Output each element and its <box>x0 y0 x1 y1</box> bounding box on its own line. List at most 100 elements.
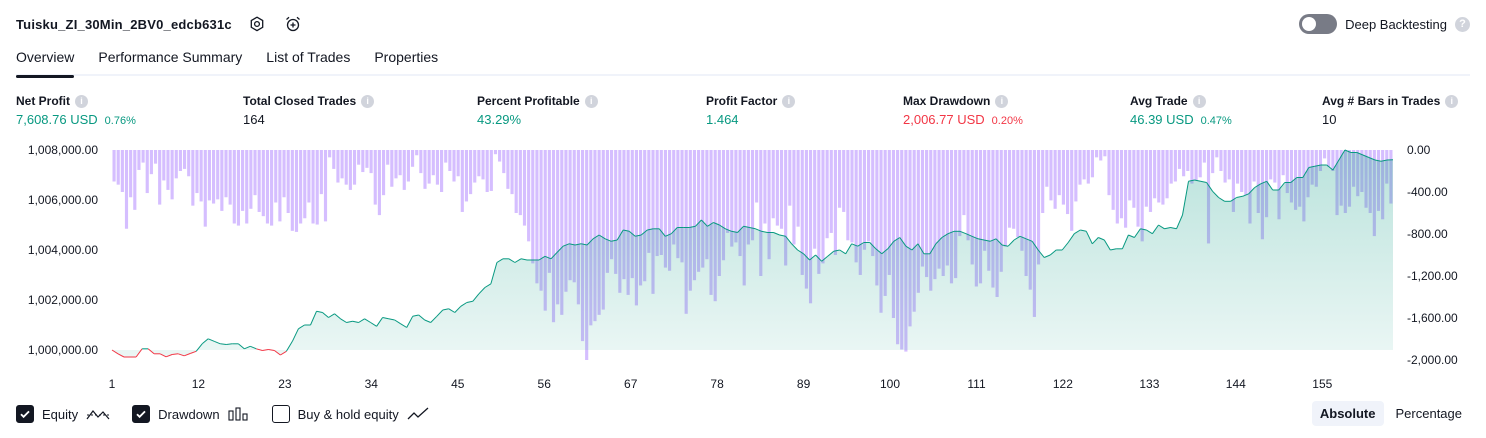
drawdown-bar <box>697 150 701 272</box>
equity-segment <box>893 237 901 242</box>
drawdown-bar <box>1144 150 1148 207</box>
drawdown-bar <box>883 150 887 296</box>
drawdown-bar <box>166 150 170 190</box>
tab-bar: Overview Performance Summary List of Tra… <box>16 46 1470 78</box>
equity-segment <box>977 238 985 241</box>
info-icon[interactable]: i <box>1192 94 1206 108</box>
drawdown-bar <box>514 150 518 213</box>
equity-segment <box>737 225 744 233</box>
drawdown-bar <box>543 150 547 311</box>
drawdown-bar <box>891 150 896 318</box>
tab-list-of-trades[interactable]: List of Trades <box>266 49 351 65</box>
drawdown-bar <box>332 150 336 169</box>
info-icon[interactable]: i <box>782 94 796 108</box>
drawdown-bar <box>775 150 779 226</box>
alarm-clock-add-icon[interactable] <box>282 13 304 35</box>
drawdown-bar <box>336 150 340 183</box>
equity-segment <box>346 320 353 323</box>
x-axis-tick: 133 <box>1139 377 1159 391</box>
legend-equity[interactable]: Equity <box>16 405 110 423</box>
drawdown-bar <box>1065 150 1070 215</box>
drawdown-bar <box>290 150 294 231</box>
help-question-icon[interactable]: ? <box>1455 16 1470 32</box>
drawdown-bar <box>1041 150 1045 213</box>
drawdown-bar <box>643 150 647 282</box>
drawdown-bar <box>261 150 265 217</box>
drawdown-bar <box>149 150 153 175</box>
drawdown-bar <box>987 150 991 271</box>
drawdown-bar <box>1269 150 1273 180</box>
equity-segment <box>743 225 750 228</box>
info-icon[interactable]: i <box>75 94 88 108</box>
drawdown-bar <box>576 150 580 305</box>
equity-segment <box>388 318 395 321</box>
drawdown-bar <box>489 150 493 191</box>
equity-segment <box>195 343 203 352</box>
buy-hold-checkbox[interactable] <box>271 405 290 423</box>
equity-segment <box>262 349 269 351</box>
drawdown-bar <box>796 150 800 227</box>
drawdown-bar <box>506 150 510 189</box>
equity-segment <box>562 243 570 247</box>
equity-segment <box>995 238 1003 246</box>
equity-segment <box>1362 154 1370 158</box>
equity-segment <box>484 283 492 288</box>
drawdown-bar <box>800 150 804 275</box>
equity-segment <box>352 320 359 323</box>
mode-absolute-button[interactable]: Absolute <box>1311 401 1384 426</box>
drawdown-bar <box>1235 150 1240 184</box>
equity-segment <box>268 349 275 351</box>
metric-net-profit: Net Profit i 7,608.76 USD 0.76% <box>16 92 136 130</box>
drawdown-bar <box>767 150 771 260</box>
left-axis-tick: 1,008,000.00 <box>28 143 98 157</box>
drawdown-bar <box>129 150 133 198</box>
equity-segment <box>569 243 576 246</box>
drawdown-bar <box>498 150 502 162</box>
drawdown-bar <box>245 150 249 224</box>
drawdown-bar <box>1020 150 1024 251</box>
tab-overview[interactable]: Overview <box>16 46 75 78</box>
info-icon[interactable]: i <box>361 94 375 108</box>
equity-segment <box>1218 197 1225 202</box>
drawdown-bar <box>299 150 303 224</box>
metric-value: 46.39 USD <box>1130 112 1194 127</box>
equity-drawdown-chart[interactable]: 1,008,000.00 1,006,000.00 1,004,000.00 1,00… <box>0 140 1486 396</box>
equity-segment <box>1368 157 1376 161</box>
drawdown-checkbox[interactable] <box>132 405 151 423</box>
settings-gear-icon[interactable] <box>246 13 268 35</box>
equity-segment <box>803 253 810 261</box>
legend-buy-hold[interactable]: Buy & hold equity <box>271 405 429 423</box>
drawdown-bar <box>779 150 784 229</box>
legend-drawdown[interactable]: Drawdown <box>132 405 249 423</box>
equity-segment <box>857 242 865 247</box>
mode-percentage-button[interactable]: Percentage <box>1395 406 1463 421</box>
drawdown-bar <box>1198 150 1202 178</box>
drawdown-bar <box>485 150 489 192</box>
equity-segment <box>310 311 317 326</box>
drawdown-bar <box>112 150 116 182</box>
equity-segment <box>478 287 486 295</box>
drawdown-bar <box>945 150 949 266</box>
drawdown-bar <box>784 150 788 266</box>
drawdown-bar <box>1012 150 1016 229</box>
drawdown-bar <box>1057 150 1061 196</box>
tab-properties[interactable]: Properties <box>374 49 439 65</box>
drawdown-bar <box>842 150 846 212</box>
equity-segment <box>731 230 738 233</box>
deep-backtesting-toggle[interactable] <box>1299 14 1338 34</box>
equity-segment <box>839 249 846 255</box>
equity-segment <box>328 313 335 318</box>
x-axis-tick: 1 <box>109 377 116 391</box>
info-icon[interactable]: i <box>1445 94 1459 108</box>
equity-segment <box>364 318 371 323</box>
drawdown-bar <box>402 150 406 190</box>
equity-segment <box>1374 159 1382 162</box>
equity-checkbox[interactable] <box>16 405 34 423</box>
drawdown-bar <box>1103 150 1107 157</box>
equity-segment <box>496 258 504 263</box>
drawdown-bar <box>589 150 593 326</box>
equity-segment <box>1128 234 1135 238</box>
info-icon[interactable]: i <box>995 94 1009 108</box>
tab-performance-summary[interactable]: Performance Summary <box>98 49 243 65</box>
info-icon[interactable]: i <box>584 94 598 108</box>
